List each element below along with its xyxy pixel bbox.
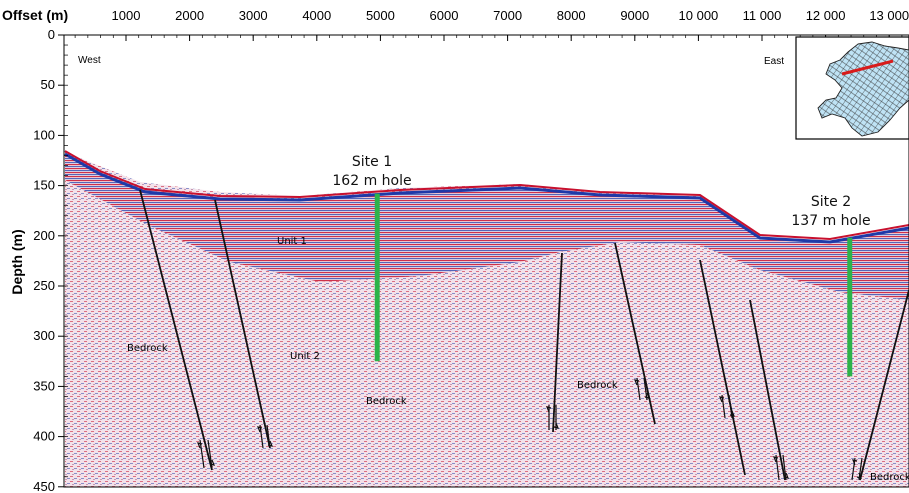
y-axis-ticks: 0 50 100 150 200 250 300 350 400 450	[33, 27, 68, 493]
x-axis-title: Offset (m)	[2, 7, 68, 23]
fault-arrow-icon	[197, 439, 215, 469]
bedrock-label: Bedrock	[870, 472, 909, 483]
x-axis-ticks: 1000 2000 3000 4000 5000 6000 7000 8000 9000 10 0…	[74, 8, 909, 41]
fault-line	[214, 199, 271, 449]
unit2-strata	[150, 230, 905, 380]
x-tick-label: 2000	[175, 8, 204, 23]
x-tick-label: 10 000	[679, 8, 719, 23]
y-tick-label: 350	[33, 378, 55, 393]
y-axis-title: Depth (m)	[9, 229, 25, 294]
y-tick-label: 400	[33, 429, 55, 444]
y-tick-label: 250	[33, 278, 55, 293]
east-label: East	[764, 56, 784, 67]
x-tick-label: 11 000	[743, 8, 782, 23]
x-tick-label: 6000	[430, 8, 459, 23]
x-tick-label: 12 000	[806, 8, 846, 23]
y-tick-label: 300	[33, 328, 55, 343]
fault-arrow-icon	[257, 424, 273, 449]
site-1-name: Site 1	[352, 154, 392, 170]
west-label: West	[78, 55, 101, 66]
plot-frame	[63, 34, 909, 488]
site-1-hole: 162 m hole	[332, 173, 411, 189]
y-tick-label: 0	[48, 27, 55, 42]
x-tick-label: 5000	[366, 8, 395, 23]
location-map-inset	[795, 36, 909, 140]
fault-line	[699, 259, 746, 476]
x-tick-label: 4000	[302, 8, 331, 23]
seafloor-reflector	[64, 152, 909, 244]
x-tick-label: 9000	[620, 8, 649, 23]
x-tick-label: 3000	[239, 8, 268, 23]
y-tick-label: 150	[33, 178, 55, 193]
seismic-image	[64, 150, 909, 487]
fault-line	[614, 242, 656, 425]
fault-lines	[139, 189, 909, 481]
y-tick-label: 200	[33, 228, 55, 243]
fault-arrow-icon	[719, 394, 735, 419]
fault-arrow-icon	[851, 457, 863, 481]
bedrock-label: Bedrock	[366, 396, 407, 407]
boreholes	[374, 193, 853, 377]
fault-sense-arrows	[197, 377, 863, 481]
unit-2-label: Unit 2	[290, 351, 320, 362]
survey-line-marker	[841, 59, 894, 76]
fault-line	[552, 252, 563, 433]
bedrock-label: Bedrock	[127, 343, 168, 354]
fault-arrow-icon	[634, 377, 650, 401]
y-tick-label: 50	[41, 77, 55, 92]
x-tick-label: 13 000	[869, 8, 909, 23]
fault-arrow-icon	[773, 454, 789, 481]
unit1-strata	[65, 152, 909, 300]
unit-1-label: Unit 1	[277, 236, 307, 247]
fault-line	[859, 289, 909, 481]
y-tick-label: 100	[33, 127, 55, 142]
bedrock-label: Bedrock	[577, 380, 618, 391]
fault-line	[139, 189, 213, 471]
x-tick-label: 7000	[493, 8, 522, 23]
site-2-name: Site 2	[811, 194, 851, 210]
y-tick-label: 450	[33, 479, 55, 493]
fault-line	[749, 299, 786, 481]
x-tick-label: 1000	[112, 8, 141, 23]
x-tick-label: 8000	[557, 8, 586, 23]
site-2-hole: 137 m hole	[791, 213, 870, 229]
fault-arrow-icon	[546, 405, 559, 430]
lake-outline	[817, 41, 909, 137]
seafloor-reflector-red	[64, 150, 909, 241]
